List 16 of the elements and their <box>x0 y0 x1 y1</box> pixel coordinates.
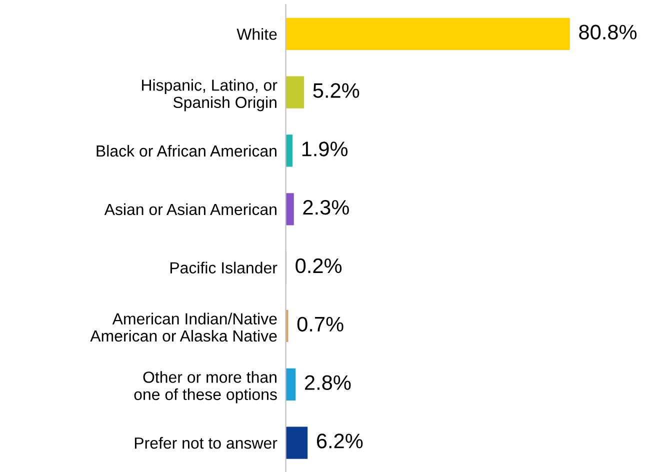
data-label: 0.7% <box>297 316 344 332</box>
y-tick-label: Pacific Islander <box>170 262 278 274</box>
data-label: 1.9% <box>302 142 348 156</box>
y-tick-label: White <box>236 28 277 40</box>
data-label: 2.3% <box>303 200 349 215</box>
data-label: 0.2% <box>296 258 342 274</box>
y-tick-label: Prefer not to answer <box>134 437 278 449</box>
y-tick-label: Hispanic, Latino, or Spanish Origin <box>142 79 278 112</box>
y-tick-label: Asian or Asian American <box>104 203 276 216</box>
data-label: 2.8% <box>305 375 351 390</box>
y-tick-label: American Indian/Native American or Alaska Native <box>90 312 277 342</box>
data-label: 80.8% <box>579 24 637 40</box>
y-tick-label: Black or African American <box>96 144 276 157</box>
y-tick-label: Other or more than one of these options <box>134 371 277 404</box>
data-label: 6.2% <box>316 434 363 448</box>
data-label: 5.2% <box>313 83 360 98</box>
